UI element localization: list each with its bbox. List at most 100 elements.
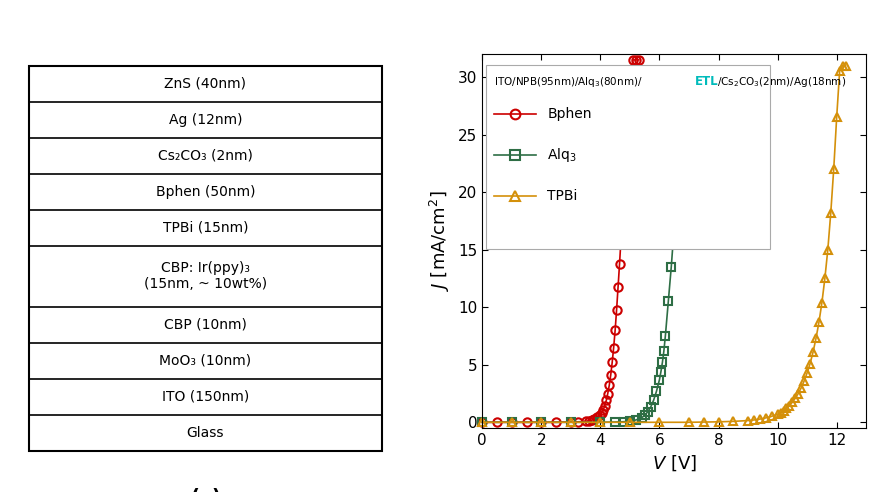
Bphen [506, 419, 517, 425]
TPBi [799, 378, 810, 384]
TPBi [778, 408, 789, 414]
TPBi [825, 210, 836, 216]
TPBi [748, 417, 759, 423]
Bphen [624, 92, 635, 97]
Alq$_3$ [630, 417, 641, 423]
Line: Bphen: Bphen [478, 56, 643, 427]
Bphen [589, 416, 600, 422]
Text: CBP: Ir(ppy)₃
(15nm, ~ 10wt%): CBP: Ir(ppy)₃ (15nm, ~ 10wt%) [144, 261, 267, 291]
Bphen [586, 417, 597, 423]
Bphen [492, 419, 503, 425]
Bphen [614, 261, 625, 267]
TPBi [743, 418, 754, 424]
TPBi [802, 370, 813, 376]
Text: ITO (150nm): ITO (150nm) [162, 390, 249, 404]
Bphen [536, 419, 547, 425]
TPBi [595, 419, 605, 425]
Bphen [595, 412, 605, 418]
Alq$_3$ [506, 419, 517, 425]
TPBi [807, 349, 818, 355]
Bphen [617, 210, 628, 216]
X-axis label: $V$ [V]: $V$ [V] [652, 454, 697, 473]
TPBi [624, 419, 635, 425]
TPBi [840, 62, 851, 68]
Bphen [613, 283, 623, 289]
Text: CBP (10nm): CBP (10nm) [164, 318, 246, 332]
TPBi [714, 419, 724, 425]
Text: ZnS (40nm): ZnS (40nm) [164, 77, 246, 91]
Alq$_3$ [646, 404, 656, 410]
Bphen [605, 372, 616, 378]
TPBi [772, 411, 783, 417]
Alq$_3$ [648, 398, 659, 403]
Bphen [610, 327, 621, 333]
TPBi [822, 247, 833, 253]
Alq$_3$ [637, 415, 647, 421]
Text: ITO/NPB(95nm)/Alq$_3$(80nm)/: ITO/NPB(95nm)/Alq$_3$(80nm)/ [494, 75, 642, 89]
TPBi [811, 336, 822, 341]
TPBi [565, 419, 576, 425]
Alq$_3$ [610, 419, 621, 425]
Alq$_3$ [651, 388, 662, 394]
FancyBboxPatch shape [486, 65, 770, 248]
Bphen [551, 419, 562, 425]
Bphen [565, 419, 576, 425]
Bphen [583, 418, 594, 424]
Text: TPBi: TPBi [547, 189, 578, 203]
Alq$_3$ [565, 419, 576, 425]
TPBi [766, 413, 777, 419]
TPBi [834, 68, 845, 74]
TPBi [784, 402, 795, 408]
Text: MoO₃ (10nm): MoO₃ (10nm) [159, 354, 252, 368]
Bphen [608, 344, 619, 350]
TPBi [814, 319, 824, 325]
TPBi [761, 415, 772, 421]
TPBi [829, 166, 839, 172]
Text: Bphen: Bphen [547, 107, 592, 121]
Alq$_3$ [624, 418, 635, 424]
TPBi [781, 405, 792, 411]
Bphen [477, 419, 488, 425]
Alq$_3$ [666, 264, 677, 270]
Alq$_3$ [655, 369, 666, 374]
Alq$_3$ [477, 419, 488, 425]
Bphen [592, 414, 603, 420]
TPBi [477, 419, 488, 425]
Alq$_3$ [669, 224, 680, 230]
Bphen [622, 137, 632, 143]
Bphen [597, 409, 607, 415]
Alq$_3$ [675, 80, 686, 86]
Text: TPBi (15nm): TPBi (15nm) [163, 221, 248, 235]
Alq$_3$ [672, 178, 682, 184]
Bphen [607, 360, 618, 366]
TPBi [787, 399, 797, 405]
Alq$_3$ [595, 419, 605, 425]
Bphen [601, 398, 612, 403]
Alq$_3$ [619, 419, 630, 425]
Bphen [598, 407, 609, 413]
Text: Ag (12nm): Ag (12nm) [169, 113, 242, 127]
Text: Cs₂CO₃ (2nm): Cs₂CO₃ (2nm) [158, 149, 253, 163]
Text: Alq$_3$: Alq$_3$ [547, 146, 577, 164]
TPBi [838, 62, 848, 68]
TPBi [755, 416, 765, 422]
Alq$_3$ [657, 360, 668, 366]
Bphen [522, 419, 532, 425]
Bphen [573, 419, 584, 425]
Bar [29, 66, 382, 451]
TPBi [506, 419, 517, 425]
Alq$_3$ [642, 409, 653, 415]
Alq$_3$ [639, 412, 650, 418]
TPBi [816, 300, 827, 306]
Bphen [603, 391, 613, 397]
Text: ETL: ETL [696, 75, 719, 88]
Bphen [633, 57, 644, 63]
Bphen [580, 418, 591, 424]
TPBi [684, 419, 695, 425]
Line: TPBi: TPBi [478, 62, 850, 427]
Y-axis label: $J$ [mA/cm$^2$]: $J$ [mA/cm$^2$] [429, 191, 453, 291]
TPBi [536, 419, 547, 425]
Bphen [619, 184, 630, 189]
TPBi [805, 361, 815, 367]
TPBi [793, 391, 804, 397]
